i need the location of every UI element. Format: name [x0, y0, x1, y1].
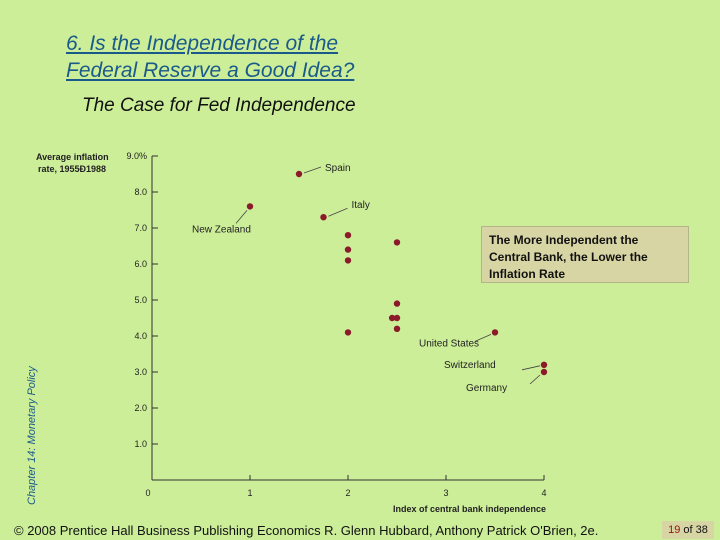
data-point: [344, 329, 352, 336]
data-point: [393, 314, 401, 322]
y-tick-label: 2.0: [134, 403, 147, 413]
data-point: [320, 214, 327, 221]
y-tick-label: 9.0%: [126, 151, 147, 161]
chart-axes: [151, 156, 544, 481]
data-point: [295, 170, 303, 178]
data-point: [393, 239, 401, 246]
y-tick-label: 5.0: [134, 295, 147, 305]
leader-line: [328, 207, 348, 217]
y-tick-label: 7.0: [134, 223, 147, 233]
slide-subtitle: The Case for Fed Independence: [82, 95, 356, 116]
y-tick-label: 4.0: [134, 331, 147, 341]
page-total: 38: [695, 524, 708, 536]
scatter-chart: 1.0 2.0 3.0 4.0 5.0 6.0 7.0 8.0 9.0% 0 1 2 3 4 New Ze…: [36, 151, 548, 514]
point-label: Italy: [352, 200, 370, 211]
y-tick-label: 6.0: [134, 259, 147, 269]
slide-title-line2: Federal Reserve a Good Idea?: [66, 59, 355, 82]
leader-line: [474, 334, 492, 342]
data-point: [388, 314, 396, 322]
data-point: [344, 232, 352, 239]
point-label: United States: [419, 338, 479, 349]
page-current: 19: [668, 524, 681, 536]
side-chapter-label: Chapter 14: Monetary Policy: [26, 366, 38, 505]
page-number: 19 of 38: [662, 521, 714, 539]
y-tick-label: 8.0: [134, 187, 147, 197]
x-tick-label: 2: [345, 488, 350, 498]
data-point: [344, 257, 352, 264]
slide-title-line1: 6. Is the Independence of the: [66, 32, 339, 55]
y-tick-label: 3.0: [134, 367, 147, 377]
slide-title: 6. Is the Independence of the Federal Re…: [66, 30, 486, 84]
leader-line: [303, 166, 322, 174]
x-axis-label: Index of central bank independence: [393, 504, 546, 514]
leader-line: [529, 374, 541, 385]
leader-line: [235, 210, 248, 224]
point-labels: New Zealand Spain Italy United States Switze…: [192, 163, 507, 394]
data-point: [393, 325, 401, 332]
y-axis-label-line1: Average inflation: [36, 152, 109, 162]
page-of: of: [683, 524, 693, 536]
point-label: Spain: [325, 163, 351, 174]
x-tick-label: 0: [145, 488, 150, 498]
data-point: [344, 246, 352, 253]
data-point: [491, 329, 499, 336]
chart-ticks: 1.0 2.0 3.0 4.0 5.0 6.0 7.0 8.0 9.0% 0 1 2 3 4: [126, 151, 546, 498]
point-label: Germany: [466, 383, 507, 394]
x-tick-label: 4: [541, 488, 546, 498]
label-leader-lines: [235, 166, 541, 385]
x-tick-label: 3: [443, 488, 448, 498]
y-axis-label-line2: rate, 1955Ð1988: [38, 164, 106, 174]
y-tick-label: 1.0: [134, 439, 147, 449]
data-point: [540, 361, 548, 368]
data-points: [246, 170, 548, 376]
footer-copyright: © 2008 Prentice Hall Business Publishing…: [14, 523, 599, 538]
leader-line: [521, 365, 541, 371]
data-point: [246, 203, 254, 210]
point-label: New Zealand: [192, 224, 251, 235]
point-label: Switzerland: [444, 360, 496, 371]
x-tick-label: 1: [247, 488, 252, 498]
data-point: [393, 300, 401, 307]
callout-box: The More Independent the Central Bank, t…: [481, 226, 689, 283]
data-point: [540, 368, 548, 376]
